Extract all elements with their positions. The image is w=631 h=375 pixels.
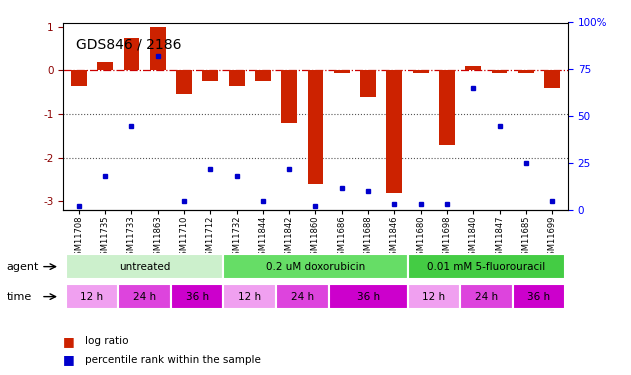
Bar xyxy=(66,284,119,309)
Text: 36 h: 36 h xyxy=(357,292,380,302)
Text: GDS846 / 2186: GDS846 / 2186 xyxy=(76,38,181,51)
Text: percentile rank within the sample: percentile rank within the sample xyxy=(85,355,261,365)
Bar xyxy=(439,70,455,145)
Bar xyxy=(223,254,408,279)
Bar xyxy=(255,70,271,81)
Bar xyxy=(171,284,223,309)
Text: 12 h: 12 h xyxy=(239,292,261,302)
Bar xyxy=(386,70,402,192)
Bar xyxy=(360,70,376,97)
Text: ■: ■ xyxy=(63,354,75,366)
Text: untreated: untreated xyxy=(119,262,170,272)
Bar xyxy=(66,254,223,279)
Bar xyxy=(334,70,350,73)
Text: 24 h: 24 h xyxy=(475,292,498,302)
Text: time: time xyxy=(6,292,32,302)
Bar xyxy=(71,70,86,86)
Bar xyxy=(512,284,565,309)
Text: agent: agent xyxy=(6,262,38,272)
Bar xyxy=(150,27,165,70)
Text: 24 h: 24 h xyxy=(133,292,156,302)
Text: 0.2 uM doxorubicin: 0.2 uM doxorubicin xyxy=(266,262,365,272)
Bar xyxy=(124,38,139,70)
Text: 12 h: 12 h xyxy=(422,292,445,302)
Text: 24 h: 24 h xyxy=(291,292,314,302)
Text: ■: ■ xyxy=(63,335,75,348)
Bar xyxy=(276,284,329,309)
Bar xyxy=(97,62,113,70)
Bar xyxy=(307,70,323,184)
Bar xyxy=(223,284,276,309)
Bar xyxy=(119,284,171,309)
Bar xyxy=(408,284,460,309)
Bar xyxy=(203,70,218,81)
Bar xyxy=(492,70,507,73)
Text: 36 h: 36 h xyxy=(528,292,550,302)
Text: 36 h: 36 h xyxy=(186,292,209,302)
Bar xyxy=(518,70,534,73)
Bar xyxy=(329,284,408,309)
Text: 0.01 mM 5-fluorouracil: 0.01 mM 5-fluorouracil xyxy=(427,262,546,272)
Text: log ratio: log ratio xyxy=(85,336,129,346)
Bar xyxy=(544,70,560,88)
Bar xyxy=(413,70,428,73)
Bar xyxy=(281,70,297,123)
Bar xyxy=(228,70,244,86)
Text: 12 h: 12 h xyxy=(81,292,103,302)
Bar xyxy=(460,284,512,309)
Bar xyxy=(176,70,192,94)
Bar xyxy=(465,66,481,70)
Bar xyxy=(408,254,565,279)
